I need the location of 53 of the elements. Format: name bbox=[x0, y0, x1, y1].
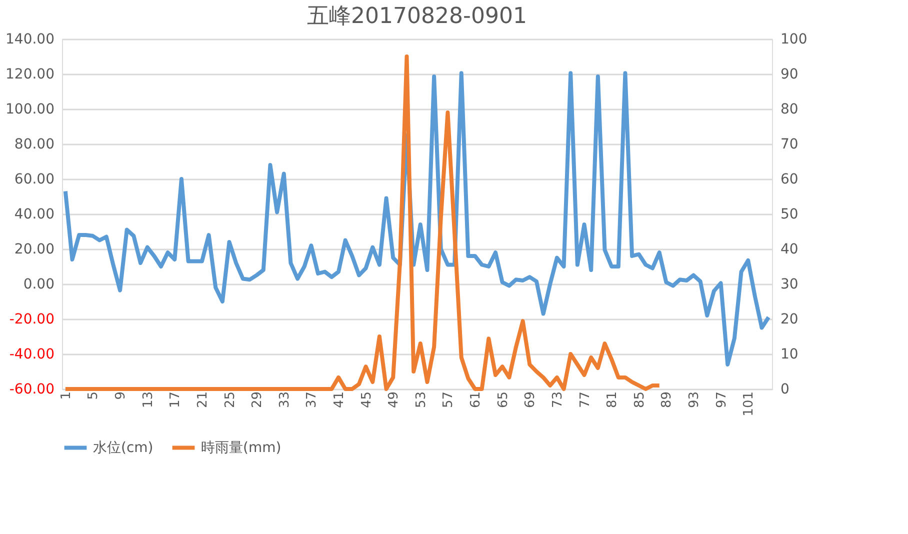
x-tick-label: 1 bbox=[58, 392, 74, 400]
x-tick-label: 61 bbox=[468, 392, 484, 408]
x-tick-label: 33 bbox=[277, 392, 292, 408]
y2-tick-label: 60 bbox=[780, 172, 798, 188]
x-tick-label: 85 bbox=[632, 392, 648, 408]
y2-tick-label: 100 bbox=[780, 32, 808, 48]
line-series bbox=[63, 71, 771, 366]
y-tick-label: 20.00 bbox=[14, 242, 54, 258]
x-tick-label: 5 bbox=[86, 392, 102, 400]
x-tick-label: 97 bbox=[714, 392, 730, 408]
x-tick-label: 9 bbox=[114, 392, 129, 400]
y-tick-label: -20.00 bbox=[9, 312, 54, 328]
chart-title: 五峰20170828-0901 bbox=[307, 4, 527, 29]
y2-tick-label: 70 bbox=[780, 136, 798, 152]
y2-tick-label: 30 bbox=[780, 276, 798, 292]
x-tick-label: 101 bbox=[742, 392, 757, 416]
x-tick-label: 25 bbox=[222, 392, 238, 408]
x-tick-label: 65 bbox=[496, 392, 511, 408]
y-tick-label: 60.00 bbox=[14, 172, 54, 188]
x-tick-label: 93 bbox=[686, 392, 702, 408]
y2-tick-label: 90 bbox=[780, 66, 798, 82]
y-tick-label: 40.00 bbox=[14, 206, 54, 222]
x-tick-label: 49 bbox=[386, 392, 402, 408]
x-tick-label: 89 bbox=[660, 392, 675, 408]
y2-tick-label: 10 bbox=[780, 346, 798, 362]
x-tick-label: 73 bbox=[550, 392, 566, 408]
x-tick-label: 69 bbox=[523, 392, 538, 408]
y-tick-label: 80.00 bbox=[14, 136, 54, 152]
x-tick-label: 45 bbox=[359, 392, 374, 408]
x-tick-label: 41 bbox=[332, 392, 347, 408]
x-tick-label: 21 bbox=[195, 392, 210, 408]
legend-label: 時雨量(mm) bbox=[201, 440, 282, 456]
y-tick-label: 140.00 bbox=[6, 32, 54, 48]
y2-tick-label: 20 bbox=[780, 312, 798, 328]
y2-tick-label: 50 bbox=[780, 206, 798, 222]
x-tick-label: 53 bbox=[414, 392, 429, 408]
y-tick-label: -40.00 bbox=[9, 346, 54, 362]
x-tick-label: 13 bbox=[140, 392, 156, 408]
x-tick-label: 37 bbox=[304, 392, 320, 408]
y-tick-label: 100.00 bbox=[6, 102, 54, 118]
x-tick-label: 57 bbox=[441, 392, 456, 408]
legend-label: 水位(cm) bbox=[93, 440, 154, 456]
y2-tick-label: 80 bbox=[780, 102, 798, 118]
x-tick-label: 77 bbox=[578, 392, 593, 408]
x-tick-label: 81 bbox=[605, 392, 620, 408]
y2-tick-label: 40 bbox=[780, 242, 798, 258]
x-tick-label: 17 bbox=[168, 392, 184, 408]
y2-tick-label: 0 bbox=[780, 382, 790, 398]
y-tick-label: -60.00 bbox=[9, 382, 54, 398]
x-tick-label: 29 bbox=[250, 392, 266, 408]
y-tick-label: 0.00 bbox=[23, 276, 54, 292]
y-tick-label: 120.00 bbox=[6, 66, 54, 82]
line-series bbox=[63, 54, 662, 391]
